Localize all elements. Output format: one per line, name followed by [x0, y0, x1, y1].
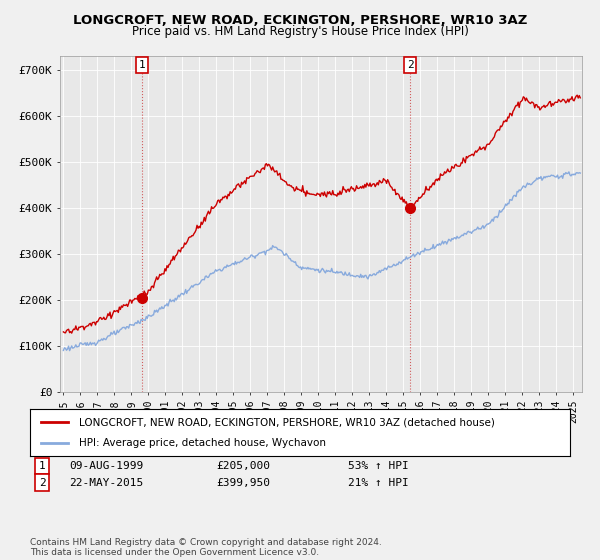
- Text: Contains HM Land Registry data © Crown copyright and database right 2024.
This d: Contains HM Land Registry data © Crown c…: [30, 538, 382, 557]
- Text: LONGCROFT, NEW ROAD, ECKINGTON, PERSHORE, WR10 3AZ: LONGCROFT, NEW ROAD, ECKINGTON, PERSHORE…: [73, 14, 527, 27]
- Text: LONGCROFT, NEW ROAD, ECKINGTON, PERSHORE, WR10 3AZ (detached house): LONGCROFT, NEW ROAD, ECKINGTON, PERSHORE…: [79, 417, 494, 427]
- Text: 22-MAY-2015: 22-MAY-2015: [69, 478, 143, 488]
- Text: 21% ↑ HPI: 21% ↑ HPI: [348, 478, 409, 488]
- Text: 53% ↑ HPI: 53% ↑ HPI: [348, 461, 409, 471]
- Text: £399,950: £399,950: [216, 478, 270, 488]
- Text: 2: 2: [407, 60, 413, 70]
- Text: Price paid vs. HM Land Registry's House Price Index (HPI): Price paid vs. HM Land Registry's House …: [131, 25, 469, 38]
- Text: 1: 1: [38, 461, 46, 471]
- Text: 09-AUG-1999: 09-AUG-1999: [69, 461, 143, 471]
- Text: £205,000: £205,000: [216, 461, 270, 471]
- Text: HPI: Average price, detached house, Wychavon: HPI: Average price, detached house, Wych…: [79, 438, 326, 448]
- Text: 1: 1: [139, 60, 145, 70]
- Text: 2: 2: [38, 478, 46, 488]
